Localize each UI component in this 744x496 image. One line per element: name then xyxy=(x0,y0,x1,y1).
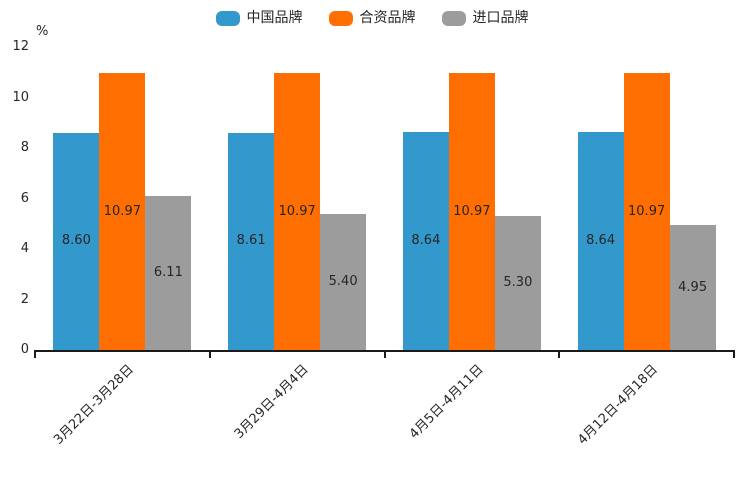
y-axis-tick-label: 8 xyxy=(20,140,29,155)
x-axis-category-label: 3月22日-3月28日 xyxy=(51,362,137,448)
y-axis-tick-label: 10 xyxy=(12,89,29,105)
bar xyxy=(669,225,716,350)
bar xyxy=(53,132,100,350)
x-axis-category-label: 4月5日-4月11日 xyxy=(406,362,487,442)
legend-item-2: 进口品牌 xyxy=(441,10,529,26)
y-axis-tick-label: 6 xyxy=(20,190,29,206)
bar xyxy=(228,132,275,350)
legend-swatch-icon xyxy=(441,10,466,26)
legend-item-1: 合资品牌 xyxy=(328,10,416,26)
x-axis-tick xyxy=(383,350,386,358)
bar xyxy=(448,73,495,350)
x-axis-category-label: 4月12日-4月18日 xyxy=(575,362,662,448)
bar xyxy=(320,213,367,350)
bar-value-label: 5.40 xyxy=(328,273,358,289)
bar-value-label: 8.64 xyxy=(586,232,616,248)
bar xyxy=(623,73,670,350)
y-axis-tick-label: 4 xyxy=(20,241,29,256)
x-axis-category-label: 3月29日-4月4日 xyxy=(231,362,312,442)
legend-item-0: 中国品牌 xyxy=(215,10,303,26)
x-axis-tick xyxy=(558,350,561,358)
bar xyxy=(145,195,192,350)
y-axis-tick-label: 2 xyxy=(20,291,29,307)
y-axis-tick-label: 12 xyxy=(12,39,29,54)
bar xyxy=(274,73,321,350)
bar-value-label: 4.95 xyxy=(678,279,708,295)
bar xyxy=(494,216,541,350)
x-axis-tick xyxy=(733,350,735,358)
bar-value-label: 10.97 xyxy=(628,203,666,219)
bar-value-label: 8.61 xyxy=(236,233,266,249)
y-axis-tick-label: 0 xyxy=(20,342,29,357)
legend: 中国品牌 合资品牌 进口品牌 xyxy=(0,8,744,28)
x-axis-tick xyxy=(208,350,211,358)
legend-swatch-icon xyxy=(215,10,240,26)
bar-value-label: 10.97 xyxy=(453,203,491,219)
bar-value-label: 10.97 xyxy=(103,203,141,219)
bar-value-label: 8.64 xyxy=(411,232,441,248)
legend-item-label: 进口品牌 xyxy=(472,10,529,26)
bar xyxy=(402,131,449,350)
legend-item-label: 中国品牌 xyxy=(246,10,303,26)
bar-value-label: 6.11 xyxy=(153,264,183,280)
bar xyxy=(99,73,146,350)
x-axis-tick xyxy=(34,350,36,358)
bar-value-label: 5.30 xyxy=(503,275,533,291)
y-axis-unit-label: % xyxy=(36,24,49,39)
legend-item-label: 合资品牌 xyxy=(359,10,416,26)
bar xyxy=(577,131,624,350)
legend-swatch-icon xyxy=(328,10,353,26)
bar-value-label: 8.60 xyxy=(61,233,91,249)
bar-value-label: 10.97 xyxy=(278,203,316,219)
